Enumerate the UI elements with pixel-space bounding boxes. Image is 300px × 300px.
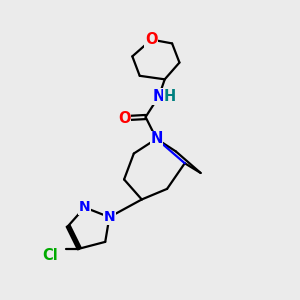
Text: N: N xyxy=(150,131,163,146)
Text: O: O xyxy=(145,32,158,47)
Text: O: O xyxy=(118,111,130,126)
Text: Cl: Cl xyxy=(43,248,58,263)
Text: N: N xyxy=(153,89,165,104)
Text: H: H xyxy=(164,89,176,104)
Text: N: N xyxy=(103,210,115,224)
Text: N: N xyxy=(79,200,90,214)
